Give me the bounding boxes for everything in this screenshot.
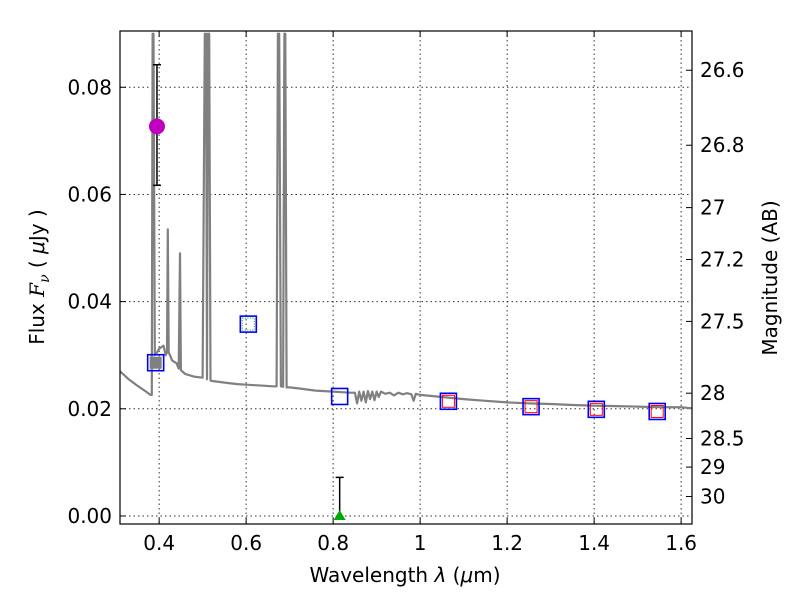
y2-tick-label: 30: [700, 485, 725, 509]
plot-area: [120, 32, 692, 520]
x-tick-label: 1.2: [491, 531, 523, 555]
model-photometry-inner-square: [524, 400, 538, 414]
detection-point: [148, 118, 165, 135]
axes-border: [119, 30, 693, 525]
model-photometry-square: [330, 387, 349, 406]
x-axis-title: Wavelength λ (μm): [309, 563, 500, 587]
y-tick-label: 0.02: [67, 397, 112, 421]
model-photometry-square: [239, 315, 258, 333]
y-tick-label: 0.04: [67, 290, 112, 314]
y2-tick-label: 26.8: [700, 133, 745, 157]
model-photometry-square: [439, 392, 458, 411]
x-tick-label: 1.4: [578, 531, 610, 555]
y2-tick-label: 28: [700, 381, 725, 405]
y-tick-label: 0.06: [67, 182, 112, 206]
model-photometry-inner-square: [589, 402, 603, 416]
y2-tick-label: 28.5: [700, 427, 745, 451]
y2-tick-label: 27.2: [700, 247, 745, 271]
x-tick-label: 1: [414, 531, 427, 555]
y-tick-label: 0.00: [67, 504, 112, 528]
upper-limit-marker: [333, 509, 346, 520]
model-photometry-fill: [149, 356, 162, 369]
tick-labels: 0.4 0.6 0.8 1 1.2 1.4 1.6 0.00 0.02 0.04 0.06 0.08 2…: [67, 58, 744, 555]
sed-model-line: [120, 32, 692, 410]
x-tick-label: 0.4: [143, 531, 175, 555]
y2-tick-label: 29: [700, 455, 725, 479]
model-photometry-square: [648, 402, 667, 421]
model-photometry-inner-square: [650, 404, 664, 418]
x-tick-label: 1.6: [665, 531, 697, 555]
x-tick-label: 0.8: [317, 531, 349, 555]
model-photometry-square: [522, 397, 540, 416]
grid-lines: [120, 31, 692, 524]
y2-tick-label: 27: [700, 196, 725, 220]
model-photometry-square: [587, 400, 606, 419]
y2-tick-label: 27.5: [700, 309, 745, 333]
x-tick-label: 0.6: [230, 531, 262, 555]
y2-tick-label: 26.6: [700, 58, 745, 82]
axes-frame: [119, 30, 693, 525]
y2-axis-title: Magnitude (AB): [758, 200, 782, 355]
model-photometry-square: [146, 353, 165, 372]
model-photometry-inner-square: [241, 317, 255, 331]
model-photometry-inner-square: [441, 394, 455, 408]
y-axis-title: Flux Fν ( μJy ): [25, 209, 53, 345]
y-tick-label: 0.08: [67, 75, 112, 99]
